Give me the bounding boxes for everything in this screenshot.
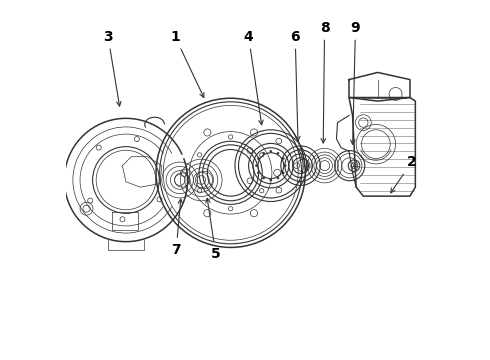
Text: 6: 6 — [291, 30, 300, 141]
Circle shape — [282, 172, 284, 174]
Circle shape — [263, 152, 265, 154]
Text: 3: 3 — [103, 30, 121, 106]
Text: 1: 1 — [170, 30, 204, 98]
Circle shape — [270, 150, 272, 152]
Circle shape — [284, 165, 286, 167]
Circle shape — [277, 152, 279, 154]
Circle shape — [263, 177, 265, 179]
Circle shape — [257, 172, 260, 174]
Text: 4: 4 — [244, 30, 263, 125]
Circle shape — [277, 177, 279, 179]
Circle shape — [270, 179, 272, 181]
Text: 2: 2 — [391, 155, 416, 193]
Text: 7: 7 — [172, 199, 183, 257]
Circle shape — [257, 157, 260, 159]
Circle shape — [282, 157, 284, 159]
Text: 8: 8 — [320, 21, 329, 143]
Text: 9: 9 — [350, 21, 360, 144]
Text: 5: 5 — [206, 198, 220, 261]
Circle shape — [255, 165, 258, 167]
